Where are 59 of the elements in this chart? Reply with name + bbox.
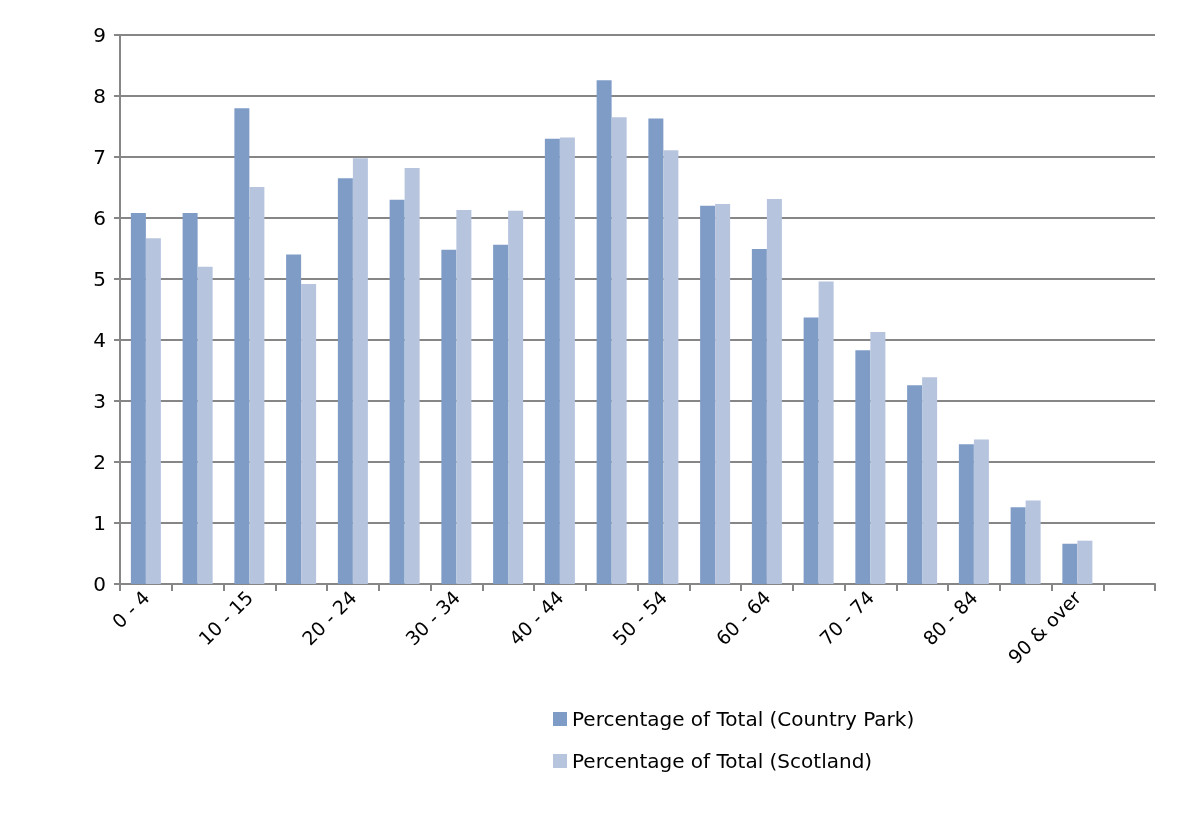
bar (1077, 540, 1093, 584)
bar (559, 137, 575, 584)
y-tick-label: 7 (93, 145, 106, 169)
y-tick-label: 5 (93, 267, 106, 291)
bar (234, 108, 250, 584)
legend-label: Percentage of Total (Country Park) (572, 707, 915, 731)
bar (1062, 543, 1078, 584)
bar (715, 203, 731, 584)
bar (197, 266, 213, 584)
bar (870, 332, 886, 584)
bar (611, 117, 627, 584)
y-tick-label: 6 (93, 206, 106, 230)
bar (337, 178, 353, 584)
bar (648, 118, 664, 584)
bar (818, 281, 834, 584)
x-tick-label: 60 - 64 (711, 586, 775, 650)
bar (958, 444, 974, 584)
x-tick-label: 30 - 34 (401, 586, 465, 650)
bar (508, 210, 524, 584)
legend-label: Percentage of Total (Scotland) (572, 749, 873, 773)
bar (389, 199, 405, 584)
x-tick-label: 80 - 84 (918, 586, 982, 650)
x-tick-label: 20 - 24 (297, 586, 361, 650)
bar (441, 249, 457, 584)
bar (182, 213, 198, 584)
bar (249, 186, 265, 584)
x-tick-label: 40 - 44 (504, 586, 568, 650)
y-tick-label: 9 (93, 23, 106, 47)
bar (493, 244, 509, 584)
bar (1010, 507, 1026, 584)
bar (922, 377, 938, 584)
bar (301, 283, 317, 584)
bar (663, 150, 679, 584)
bar (456, 210, 472, 584)
bar (596, 80, 612, 584)
bar (352, 158, 368, 584)
bar (973, 439, 989, 584)
x-tick-label: 0 - 4 (107, 586, 154, 633)
bar (700, 205, 716, 584)
x-tick-label: 10 - 15 (194, 586, 258, 650)
bar (145, 238, 161, 584)
bar (404, 167, 420, 584)
bar (130, 213, 146, 584)
y-tick-label: 0 (93, 572, 106, 596)
bar (855, 350, 871, 584)
bar (544, 138, 560, 584)
y-tick-label: 3 (93, 389, 106, 413)
x-tick-label: 70 - 74 (815, 586, 879, 650)
y-tick-label: 1 (93, 511, 106, 535)
bar (286, 254, 302, 584)
bar (907, 385, 923, 584)
y-tick-label: 4 (93, 328, 106, 352)
bar (1025, 500, 1041, 584)
bar (803, 317, 819, 584)
bar (766, 199, 782, 584)
x-tick-label: 50 - 54 (608, 586, 672, 650)
y-tick-label: 2 (93, 450, 106, 474)
y-tick-label: 8 (93, 84, 106, 108)
bar (751, 249, 767, 584)
